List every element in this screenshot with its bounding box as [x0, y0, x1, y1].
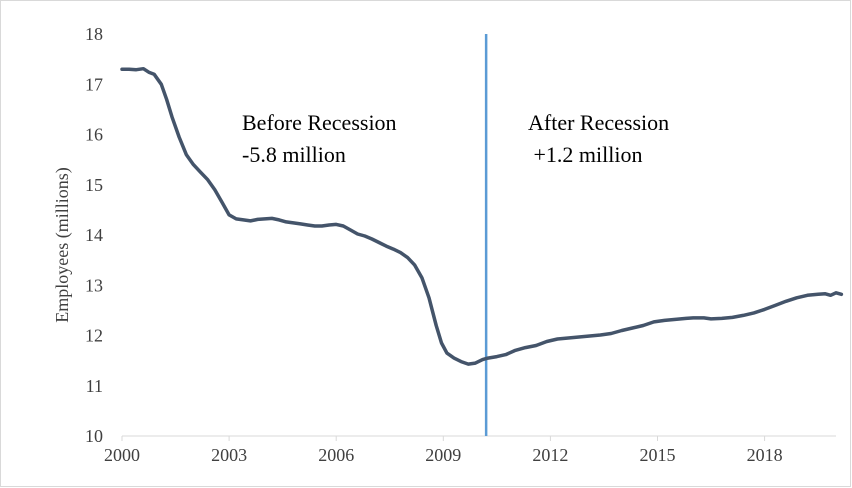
- x-axis-tick-labels: 2000 2003 2006 2009 2012 2015 2018: [104, 445, 783, 465]
- annotation-after-recession-title: After Recession: [528, 110, 669, 135]
- x-tick-label: 2015: [640, 445, 676, 465]
- y-tick-label: 13: [85, 275, 103, 295]
- y-tick-label: 11: [86, 376, 103, 396]
- y-tick-label: 12: [85, 326, 103, 346]
- x-tick-label: 2009: [425, 445, 461, 465]
- y-axis-tick-labels: 10 11 12 13 14 15 16 17 18: [85, 24, 103, 446]
- x-tick-label: 2000: [104, 445, 140, 465]
- y-tick-label: 16: [85, 125, 103, 145]
- annotation-before-recession-title: Before Recession: [242, 110, 397, 135]
- annotation-before-recession-change: -5.8 million: [242, 142, 346, 167]
- annotation-after-recession-change: +1.2 million: [528, 142, 642, 167]
- y-tick-label: 10: [85, 426, 103, 446]
- x-axis-tick-marks: [121, 436, 766, 441]
- employment-series-line: [120, 66, 844, 366]
- x-tick-label: 2018: [747, 445, 783, 465]
- x-tick-label: 2003: [211, 445, 247, 465]
- y-tick-label: 18: [85, 24, 103, 44]
- x-tick-label: 2006: [318, 445, 354, 465]
- y-axis-label: Employees (millions): [52, 167, 73, 322]
- y-tick-label: 14: [85, 225, 103, 245]
- x-tick-label: 2012: [532, 445, 568, 465]
- y-tick-label: 15: [85, 175, 103, 195]
- y-tick-label: 17: [85, 74, 103, 94]
